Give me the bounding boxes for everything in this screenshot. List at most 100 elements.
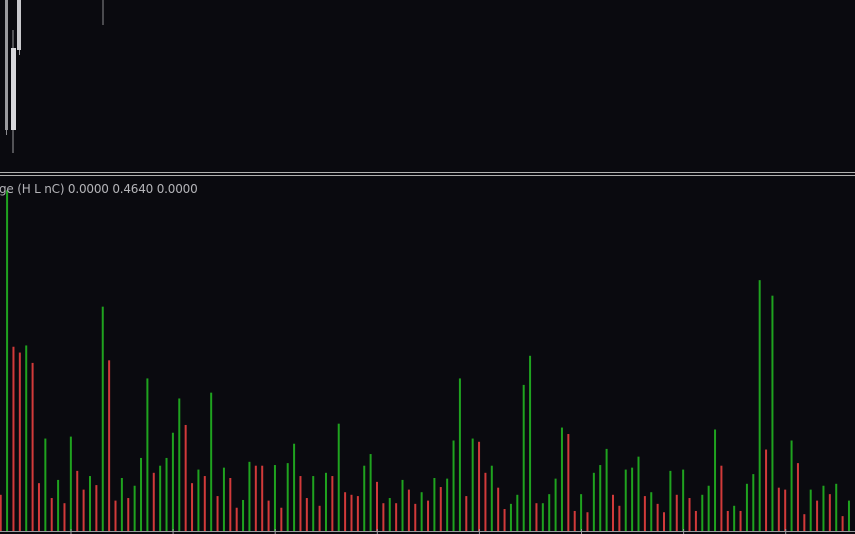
- histogram-bar: [688, 498, 691, 531]
- histogram-bar: [592, 472, 595, 531]
- histogram-bar: [828, 494, 831, 531]
- histogram-bar: [146, 378, 149, 531]
- histogram-bar: [0, 494, 2, 531]
- histogram-bar: [331, 476, 334, 531]
- histogram-bar: [222, 467, 225, 531]
- histogram-bar: [714, 429, 717, 531]
- histogram-bar: [554, 478, 557, 531]
- histogram-bar: [50, 498, 53, 531]
- histogram-bar: [446, 478, 449, 531]
- histogram-bar: [841, 516, 844, 531]
- histogram-bar: [439, 487, 442, 531]
- histogram-bar: [471, 438, 474, 531]
- histogram-bar: [108, 360, 111, 531]
- histogram-bar: [395, 503, 398, 531]
- histogram-bar: [203, 476, 206, 531]
- histogram-bar: [69, 436, 72, 531]
- histogram-bar: [822, 485, 825, 531]
- histogram-bar: [624, 469, 627, 531]
- histogram-bar: [503, 509, 506, 531]
- histogram-bar: [816, 500, 819, 531]
- histogram-bar: [101, 306, 104, 531]
- histogram-bar: [37, 483, 40, 531]
- histogram-bar: [611, 494, 614, 531]
- histogram-bar: [95, 485, 98, 531]
- histogram-bar: [758, 280, 761, 531]
- histogram-bar: [637, 456, 640, 531]
- histogram-bar: [784, 489, 787, 531]
- histogram-bar: [376, 481, 378, 531]
- histogram-bar: [293, 443, 296, 531]
- histogram-bar: [580, 494, 583, 531]
- histogram-bar: [254, 465, 257, 531]
- histogram-bar: [165, 457, 168, 531]
- histogram-bar: [586, 512, 589, 531]
- histogram-bar: [745, 483, 748, 531]
- histogram-bar: [599, 465, 602, 531]
- histogram-bar: [31, 362, 34, 531]
- histogram-bar: [318, 505, 321, 531]
- histogram-bar: [57, 479, 60, 531]
- histogram-bar: [669, 470, 672, 531]
- histogram-bar: [140, 457, 143, 531]
- histogram-bar: [490, 465, 493, 531]
- candle-body: [5, 0, 8, 130]
- histogram-bars: [0, 190, 850, 531]
- histogram-bar: [248, 461, 251, 531]
- histogram-bar: [229, 477, 232, 531]
- histogram-bar: [433, 477, 436, 531]
- histogram-bar: [458, 378, 461, 531]
- histogram-bar: [427, 500, 430, 531]
- histogram-bar: [280, 507, 283, 531]
- histogram-bar: [242, 499, 245, 531]
- histogram-bar: [356, 496, 359, 531]
- histogram-bar: [197, 469, 200, 531]
- histogram-bar: [765, 449, 768, 531]
- histogram-bar: [235, 507, 238, 531]
- histogram-bar: [44, 438, 47, 531]
- histogram-bar: [560, 427, 563, 531]
- histogram-bar: [790, 440, 793, 531]
- histogram-bar: [344, 492, 347, 531]
- histogram-bar: [120, 477, 123, 531]
- histogram-bar: [803, 514, 806, 531]
- histogram-bar: [650, 492, 653, 531]
- histogram-bar: [701, 494, 704, 531]
- histogram-bar: [133, 485, 136, 531]
- x-axis: [0, 529, 855, 534]
- histogram-bar: [752, 474, 755, 531]
- histogram-bar: [675, 494, 678, 531]
- histogram-bar: [305, 498, 308, 531]
- histogram-bar: [184, 424, 187, 531]
- histogram-bar: [76, 470, 79, 531]
- histogram-bar: [12, 346, 15, 531]
- histogram-bar: [216, 496, 219, 531]
- histogram-bar: [663, 512, 666, 531]
- histogram-bar: [478, 441, 481, 531]
- histogram-bar: [733, 505, 736, 531]
- histogram-bar: [777, 487, 780, 531]
- histogram-bar: [273, 465, 276, 531]
- price-panel: [5, 0, 104, 153]
- histogram-bar: [363, 465, 366, 531]
- histogram-bar: [382, 503, 385, 531]
- histogram-bar: [210, 392, 213, 531]
- histogram-bar: [516, 494, 519, 531]
- histogram-bar: [299, 476, 302, 531]
- histogram-bar: [337, 423, 340, 531]
- histogram-bar: [541, 503, 544, 531]
- histogram-bar: [497, 487, 500, 531]
- histogram-bar: [388, 498, 391, 531]
- histogram-bar: [643, 496, 646, 531]
- histogram-bar: [369, 454, 372, 531]
- histogram-bar: [420, 492, 423, 531]
- histogram-bar: [324, 472, 327, 531]
- histogram-bar: [726, 510, 729, 531]
- indicator-label: ge (H L nC) 0.0000 0.4640 0.0000: [0, 182, 198, 196]
- histogram-bar: [407, 489, 410, 531]
- histogram-bar: [509, 503, 512, 531]
- histogram-bar: [535, 503, 538, 531]
- histogram-bar: [401, 479, 404, 531]
- histogram-bar: [6, 190, 9, 531]
